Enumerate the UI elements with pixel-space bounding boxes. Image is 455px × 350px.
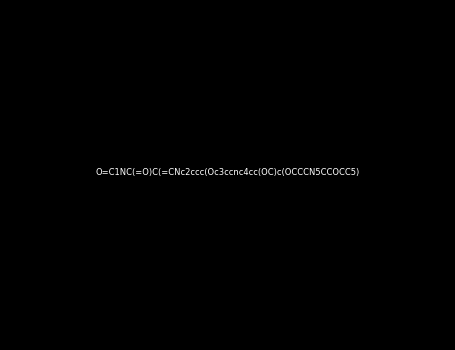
Text: O=C1NC(=O)C(=CNc2ccc(Oc3ccnc4cc(OC)c(OCCCN5CCOCC5): O=C1NC(=O)C(=CNc2ccc(Oc3ccnc4cc(OC)c(OCC… [96,168,359,177]
